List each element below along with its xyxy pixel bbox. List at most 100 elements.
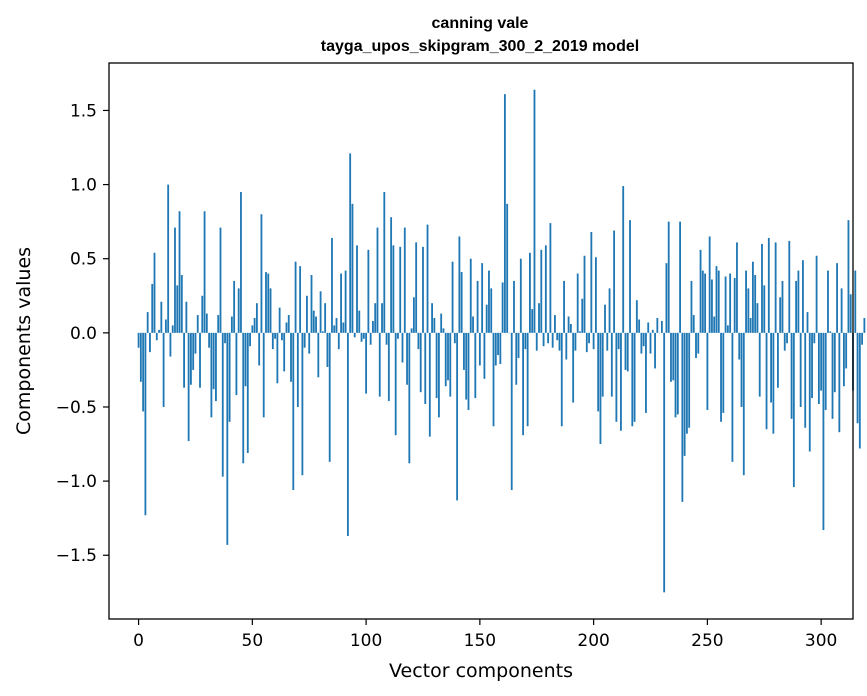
bar-169 xyxy=(522,332,524,436)
bar-81 xyxy=(321,331,324,333)
bar-211 xyxy=(617,332,620,350)
bar-168 xyxy=(519,258,522,333)
bar-61 xyxy=(276,332,279,384)
bar-34 xyxy=(215,332,217,402)
bar-23 xyxy=(190,332,192,385)
bar-238 xyxy=(679,221,681,333)
bar-153 xyxy=(485,304,488,333)
bar-205 xyxy=(604,304,606,333)
bar-285 xyxy=(786,332,788,344)
bar-154 xyxy=(488,270,490,333)
y-tick-label: 0.0 xyxy=(70,324,97,344)
bar-107 xyxy=(381,303,383,333)
bar-188 xyxy=(565,332,568,360)
bar-291 xyxy=(799,332,802,407)
y-tick-label: −1.0 xyxy=(56,472,97,492)
bar-48 xyxy=(246,332,249,453)
bar-36 xyxy=(219,227,222,333)
bar-51 xyxy=(253,318,256,333)
bar-91 xyxy=(344,270,347,333)
bar-212 xyxy=(620,332,622,431)
bar-199 xyxy=(590,232,593,333)
bar-144 xyxy=(465,332,468,400)
bar-68 xyxy=(292,332,295,491)
bar-234 xyxy=(670,332,672,382)
bar-93 xyxy=(349,153,352,333)
bar-83 xyxy=(326,332,329,367)
bar-268 xyxy=(747,288,750,333)
bar-208 xyxy=(610,332,613,397)
bar-171 xyxy=(526,332,529,427)
bar-131 xyxy=(435,332,438,399)
bar-272 xyxy=(756,303,759,333)
bar-95 xyxy=(353,332,356,338)
y-tick-label: 1.0 xyxy=(70,176,97,196)
bar-267 xyxy=(745,270,747,333)
bar-226 xyxy=(651,329,654,333)
bar-26 xyxy=(196,315,199,333)
bar-280 xyxy=(774,242,777,333)
y-tick-label: 0.5 xyxy=(70,250,97,270)
bar-38 xyxy=(224,332,226,344)
bar-224 xyxy=(647,322,650,333)
bar-179 xyxy=(544,245,547,333)
bar-210 xyxy=(615,332,618,422)
bar-11 xyxy=(162,332,165,407)
bar-129 xyxy=(431,303,433,333)
plot-area xyxy=(109,63,853,619)
bar-112 xyxy=(392,245,395,333)
bar-42 xyxy=(233,280,236,333)
bar-271 xyxy=(754,275,757,333)
bar-78 xyxy=(315,316,317,333)
bar-175 xyxy=(535,332,538,351)
bar-252 xyxy=(711,279,713,333)
bar-40 xyxy=(228,332,231,422)
bar-53 xyxy=(258,332,261,366)
x-tick-label: 250 xyxy=(691,631,723,651)
bar-57 xyxy=(267,273,270,333)
y-tick-label: 1.5 xyxy=(70,101,97,121)
bar-310 xyxy=(842,332,845,387)
bar-19 xyxy=(180,275,183,333)
bar-256 xyxy=(720,332,722,422)
bar-88 xyxy=(337,332,340,350)
chart-title-line-1: canning vale xyxy=(432,15,529,32)
bar-60 xyxy=(274,332,276,339)
plot-frame xyxy=(108,62,854,620)
bar-29 xyxy=(203,211,206,333)
bar-254 xyxy=(715,266,718,333)
bar-46 xyxy=(242,332,245,464)
bar-174 xyxy=(533,89,536,333)
bar-118 xyxy=(406,332,408,385)
bar-104 xyxy=(374,303,377,333)
bar-181 xyxy=(549,223,552,333)
bar-257 xyxy=(722,332,725,413)
bar-248 xyxy=(701,270,704,333)
bar-206 xyxy=(606,332,609,351)
bar-251 xyxy=(708,236,711,333)
bar-123 xyxy=(417,332,420,350)
bar-281 xyxy=(777,332,779,388)
bar-318 xyxy=(861,332,864,345)
bar-235 xyxy=(672,332,675,381)
bar-242 xyxy=(688,332,691,428)
bar-39 xyxy=(226,332,229,545)
bar-142 xyxy=(460,272,463,333)
x-axis-label: Vector components xyxy=(389,660,573,682)
bar-64 xyxy=(283,332,286,372)
bar-172 xyxy=(529,252,531,333)
bar-1 xyxy=(139,332,142,382)
bar-286 xyxy=(788,240,791,333)
bar-41 xyxy=(230,316,233,333)
bar-18 xyxy=(178,211,181,333)
bar-273 xyxy=(758,332,761,397)
bar-303 xyxy=(827,270,829,333)
x-tick-label: 100 xyxy=(350,631,382,651)
bar-74 xyxy=(306,295,308,333)
bar-122 xyxy=(415,242,418,333)
bar-113 xyxy=(394,332,397,436)
bar-126 xyxy=(424,332,427,405)
bar-50 xyxy=(251,325,254,333)
bar-114 xyxy=(397,332,399,339)
bar-180 xyxy=(547,332,550,344)
